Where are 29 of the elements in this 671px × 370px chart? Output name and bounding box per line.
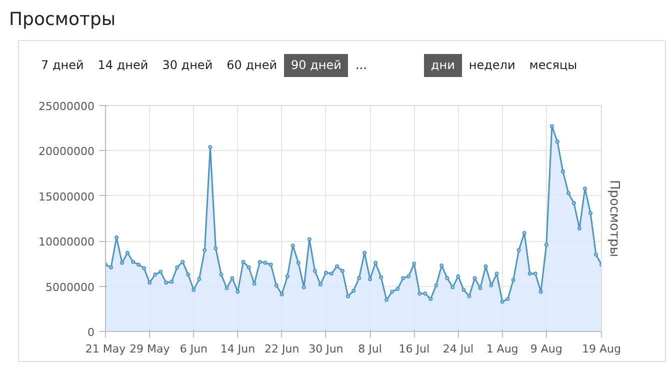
text: месяцы — [528, 57, 578, 74]
x-tick-label: 30 Jun — [308, 342, 344, 356]
text: ... — [354, 57, 368, 74]
x-tick-label: 16 Jul — [398, 342, 430, 356]
y-axis-title: Просмотры — [9, 8, 116, 32]
text: 90 дней — [284, 54, 348, 78]
y-tick-label: 0 — [88, 326, 94, 339]
x-tick-label: 19 Aug — [582, 342, 621, 356]
text: 60 дней — [226, 57, 278, 74]
x-tick-label: 22 Jun — [264, 342, 300, 356]
x-tick-label: 24 Jul — [442, 342, 474, 356]
text: дни — [424, 54, 462, 78]
x-tick-label: 8 Jul — [358, 342, 382, 356]
y-tick-label: 5000000 — [46, 280, 95, 294]
y-tick-label: 15000000 — [38, 190, 95, 204]
x-tick-label: 9 Aug — [530, 342, 562, 356]
x-tick-label: 1 Aug — [486, 342, 518, 356]
text: 14 дней — [96, 57, 150, 74]
text: Просмотры — [606, 180, 622, 257]
x-tick-label: 29 May — [129, 342, 170, 356]
x-tick-label: 21 May — [85, 342, 126, 356]
x-tick-label: 6 Jun — [180, 342, 208, 356]
text: 7 дней — [40, 57, 85, 74]
y-tick-label: 20000000 — [38, 145, 95, 158]
y-tick-label: 25000000 — [38, 100, 95, 113]
text: 30 дней — [161, 57, 214, 74]
text: недели — [468, 57, 516, 74]
x-tick-label: 14 Jun — [220, 342, 256, 356]
y-tick-label: 10000000 — [38, 236, 95, 249]
